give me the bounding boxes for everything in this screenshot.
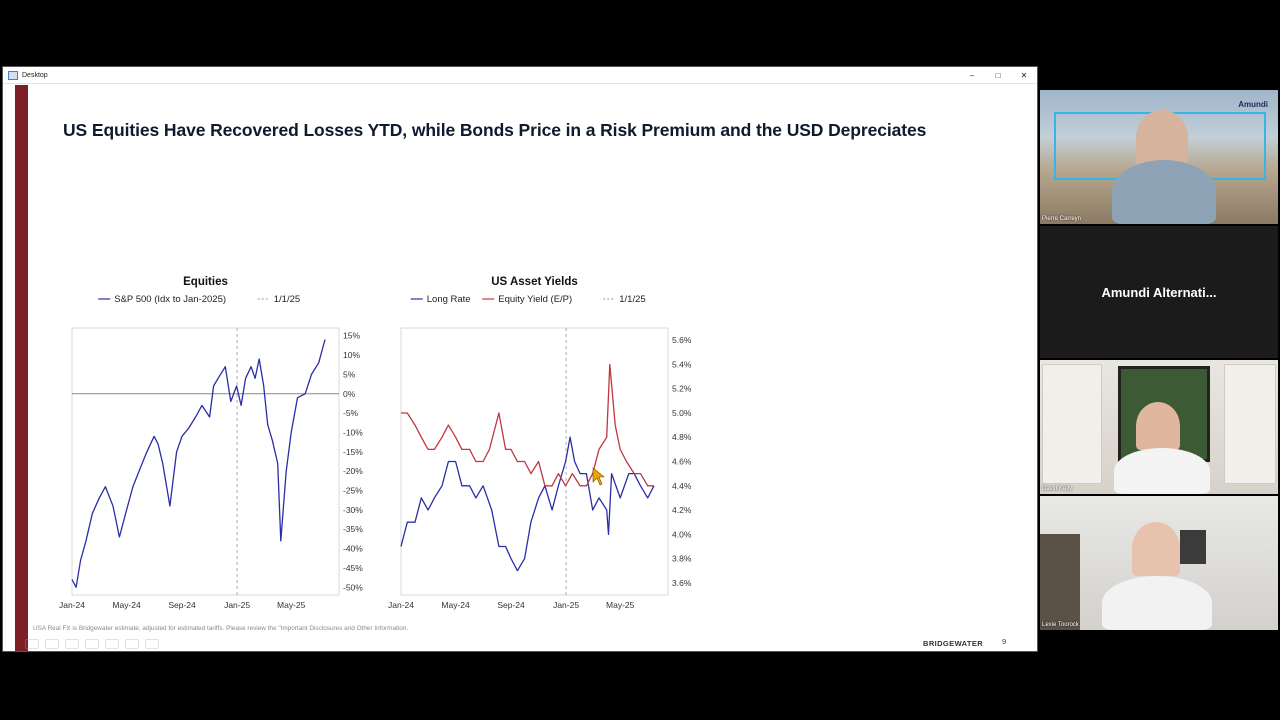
shared-screen-window[interactable]: Desktop – □ ✕ US Equities Have Recovered… [2, 66, 1038, 652]
participant-name: Pierre Carreyn [1042, 216, 1082, 222]
bridgewater-logo: BRIDGEWATER [923, 639, 984, 648]
next-slide-icon[interactable] [45, 639, 59, 649]
chart-frame [71, 327, 340, 596]
legend-label: Long Rate [427, 294, 471, 305]
more-options-icon[interactable] [145, 639, 159, 649]
y-tick-label: 3.6% [672, 578, 692, 588]
bookshelf-left [1042, 364, 1102, 484]
x-tick-label: May-25 [277, 600, 306, 610]
charts-area: Equities S&P 500 (Idx to Jan-2025) 1/1/25 1… [59, 276, 692, 610]
maximize-button[interactable]: □ [995, 71, 1001, 80]
chart-title: US Asset Yields [491, 276, 578, 288]
participant-video [1136, 402, 1180, 450]
x-tick-label: May-24 [441, 600, 470, 610]
y-tick-label: 3.8% [672, 554, 692, 564]
subtitles-icon[interactable] [125, 639, 139, 649]
shelf-left [1040, 534, 1080, 630]
y-tick-label: 4.2% [672, 505, 692, 515]
picture-frame [1180, 530, 1206, 564]
participant-tile[interactable]: Amundi Pierre Carreyn [1040, 90, 1278, 224]
y-tick-label: 0% [343, 389, 356, 399]
participant-video [1136, 110, 1188, 166]
y-tick-label: -25% [343, 486, 363, 496]
legend-label: 1/1/25 [619, 294, 645, 305]
desktop-icon [8, 70, 18, 80]
participant-video [1132, 522, 1180, 576]
y-tick-label: 5.0% [672, 408, 692, 418]
legend-label: 1/1/25 [274, 294, 300, 305]
participant-body [1112, 160, 1216, 224]
x-tick-label: Jan-24 [59, 600, 85, 610]
pen-icon[interactable] [65, 639, 79, 649]
y-tick-label: 5% [343, 369, 356, 379]
page-number: 9 [1002, 637, 1007, 646]
window-titlebar[interactable]: Desktop – □ ✕ [3, 67, 1037, 84]
y-tick-label: -35% [343, 524, 363, 534]
series-line [400, 436, 655, 572]
mouse-cursor-icon [592, 467, 605, 486]
participant-tile[interactable]: David Kelly [1040, 360, 1278, 494]
y-tick-label: -40% [343, 544, 363, 554]
chart-frame [400, 327, 669, 596]
y-tick-label: 10% [343, 350, 360, 360]
x-tick-label: Jan-24 [388, 600, 414, 610]
presentation-slide: US Equities Have Recovered Losses YTD, w… [15, 85, 1027, 651]
window-controls: – □ ✕ [959, 67, 1037, 84]
y-tick-label: 5.4% [672, 359, 692, 369]
prev-slide-icon[interactable] [25, 639, 39, 649]
slideshow-toolbar[interactable] [25, 639, 159, 649]
y-tick-label: 4.0% [672, 529, 692, 539]
slide-accent-bar [15, 85, 28, 651]
x-tick-label: May-24 [112, 600, 141, 610]
x-tick-label: May-25 [606, 600, 635, 610]
legend-label: S&P 500 (Idx to Jan-2025) [114, 294, 226, 305]
y-tick-label: 5.6% [672, 335, 692, 345]
series-line [401, 363, 654, 487]
y-tick-label: 5.2% [672, 384, 692, 394]
slide-footnote: USA Real FX is Bridgewater estimate, adj… [33, 625, 409, 632]
slide-title: US Equities Have Recovered Losses YTD, w… [63, 120, 927, 140]
legend-label: Equity Yield (E/P) [498, 294, 572, 305]
y-tick-label: -20% [343, 466, 363, 476]
zoom-icon[interactable] [105, 639, 119, 649]
x-tick-label: Sep-24 [497, 600, 525, 610]
y-tick-label: 4.8% [672, 432, 692, 442]
participant-name: Lexie Toorock [1042, 622, 1079, 628]
x-tick-label: Jan-25 [224, 600, 250, 610]
x-tick-label: Sep-24 [168, 600, 196, 610]
participant-tile[interactable]: Lexie Toorock [1040, 496, 1278, 630]
participant-body [1114, 448, 1210, 494]
chart-title: Equities [183, 276, 228, 288]
y-tick-label: -30% [343, 505, 363, 515]
y-tick-label: 4.6% [672, 457, 692, 467]
y-tick-label: -15% [343, 447, 363, 457]
participant-name: David Kelly [1042, 486, 1073, 492]
participant-name: Amundi Alternati... [1101, 284, 1217, 300]
participant-body [1102, 576, 1212, 630]
x-tick-label: Jan-25 [553, 600, 579, 610]
y-tick-label: -5% [343, 408, 359, 418]
view-all-icon[interactable] [85, 639, 99, 649]
bookshelf-right [1224, 364, 1276, 484]
amundi-logo: Amundi [1238, 100, 1268, 109]
series-line [71, 339, 326, 588]
minimize-button[interactable]: – [969, 71, 975, 80]
y-tick-label: 4.4% [672, 481, 692, 491]
y-tick-label: -10% [343, 427, 363, 437]
participant-tile[interactable]: Amundi Alternati... [1040, 226, 1278, 358]
y-tick-label: -50% [343, 582, 363, 592]
y-tick-label: 15% [343, 331, 360, 341]
close-button[interactable]: ✕ [1020, 71, 1028, 80]
window-title: Desktop [22, 71, 48, 79]
y-tick-label: -45% [343, 563, 363, 573]
